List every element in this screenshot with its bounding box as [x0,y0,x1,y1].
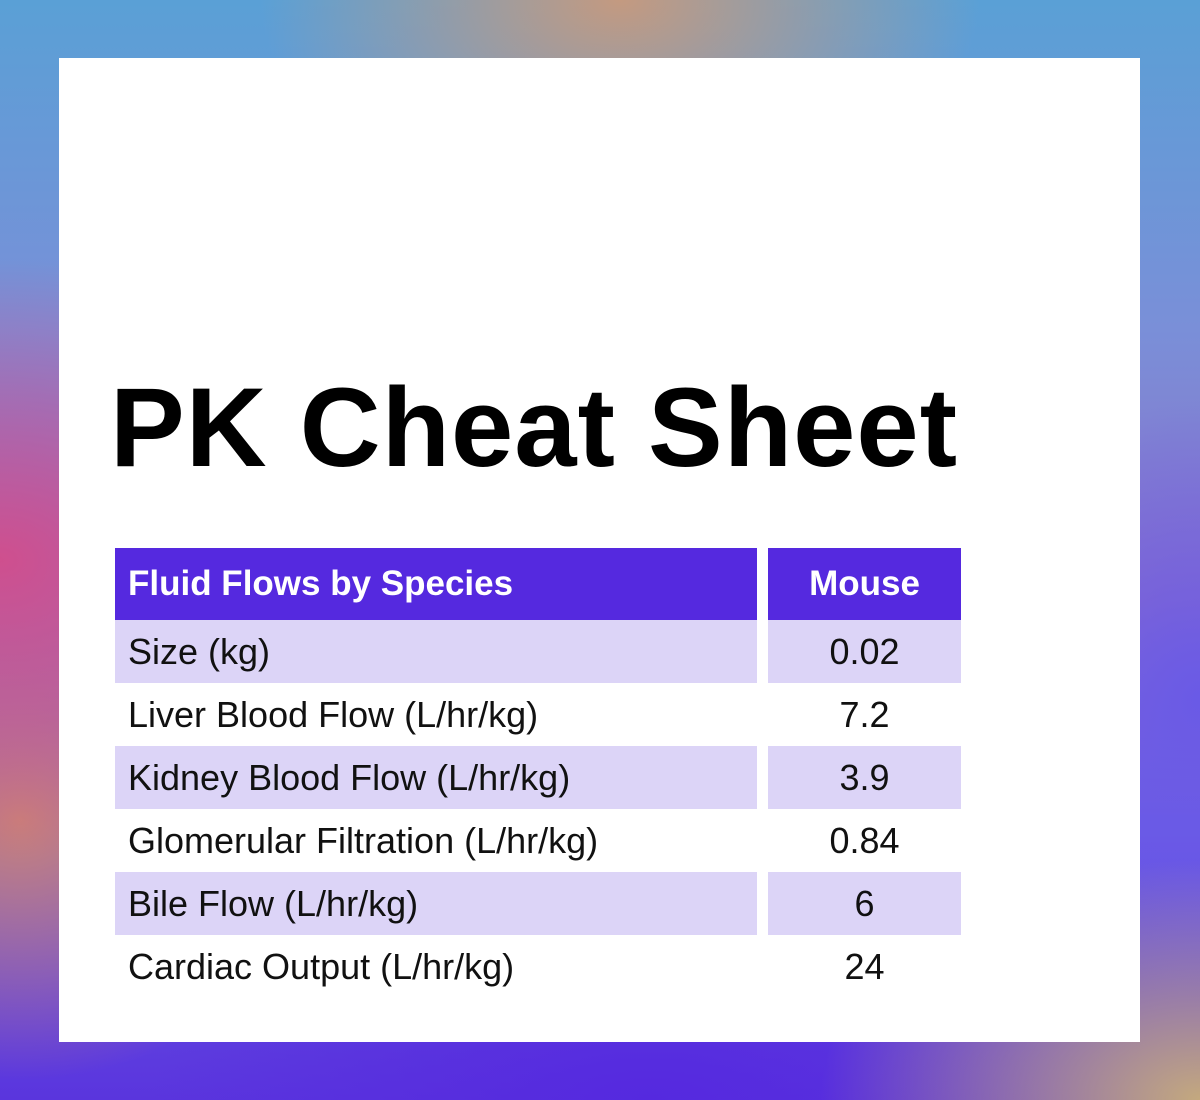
row-label: Bile Flow (L/hr/kg) [115,872,757,935]
fluid-flows-table: Fluid Flows by Species Mouse Size (kg) 0… [115,548,961,998]
row-label: Glomerular Filtration (L/hr/kg) [128,819,599,861]
row-value: 24 [844,945,885,987]
table-row: Cardiac Output (L/hr/kg) 24 [115,935,961,998]
row-value: 0.84 [829,819,900,861]
row-value: 3.9 [768,746,961,809]
row-value: 0.02 [768,620,961,683]
row-value: 6 [768,872,961,935]
header-species: Mouse [768,548,961,620]
row-value: 7.2 [839,693,890,735]
table-row: Kidney Blood Flow (L/hr/kg) 3.9 [115,746,961,809]
page-title: PK Cheat Sheet [110,365,958,490]
row-label: Size (kg) [115,620,757,683]
table-header-row: Fluid Flows by Species Mouse [115,548,961,620]
table-row: Glomerular Filtration (L/hr/kg) 0.84 [115,809,961,872]
row-label: Kidney Blood Flow (L/hr/kg) [115,746,757,809]
table-row: Liver Blood Flow (L/hr/kg) 7.2 [115,683,961,746]
table-row: Size (kg) 0.02 [115,620,961,683]
row-label: Cardiac Output (L/hr/kg) [128,945,515,987]
table-row: Bile Flow (L/hr/kg) 6 [115,872,961,935]
header-label: Fluid Flows by Species [115,548,757,620]
row-label: Liver Blood Flow (L/hr/kg) [128,693,539,735]
